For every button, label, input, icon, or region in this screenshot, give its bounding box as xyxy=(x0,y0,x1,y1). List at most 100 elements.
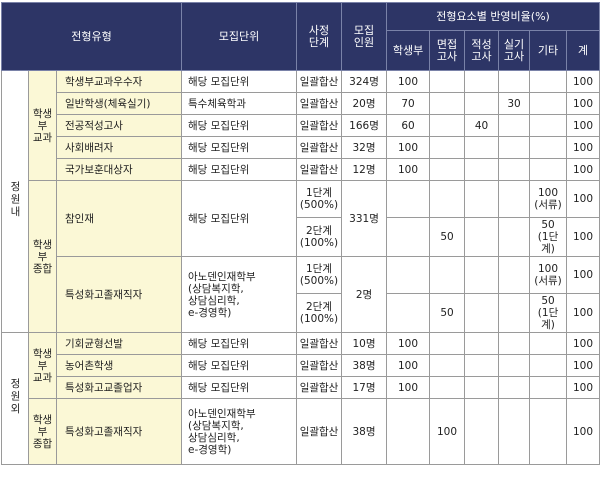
header-cell: 기타 xyxy=(529,30,568,71)
empty-cell xyxy=(386,217,431,257)
empty-cell xyxy=(429,70,466,93)
track-name: 특성화고졸재직자 xyxy=(55,398,183,465)
empty-cell xyxy=(429,180,466,218)
empty-cell xyxy=(498,332,531,355)
group-text: 정원내 xyxy=(9,181,21,219)
empty-cell xyxy=(429,92,466,115)
empty-cell xyxy=(529,398,568,465)
empty-cell xyxy=(386,398,431,465)
unit: 특수체육학과 xyxy=(181,92,298,115)
empty-cell xyxy=(464,158,500,181)
subgroup-label: 학생 부 교과 xyxy=(28,332,57,399)
stage: 일괄합산 xyxy=(296,332,343,355)
unit: 해당 모집단위 xyxy=(181,376,298,399)
unit: 해당 모집단위 xyxy=(181,136,298,159)
unit: 해당 모집단위 xyxy=(181,70,298,93)
empty-cell xyxy=(429,158,466,181)
table-row: 2단계 (100%) 50 50 (1단계) 100 xyxy=(2,217,600,257)
empty-cell xyxy=(386,293,431,333)
score: 100 xyxy=(386,136,431,159)
empty-cell xyxy=(498,217,531,257)
header-cell: 모집단위 xyxy=(181,2,298,71)
unit: 해당 모집단위 xyxy=(181,158,298,181)
empty-cell xyxy=(464,136,500,159)
score: 100 xyxy=(566,354,600,377)
subgroup-label: 학생 부 종합 xyxy=(28,180,57,333)
table-row: 정원외 학생 부 교과 기회균형선발 해당 모집단위 일괄합산 10명 100 100 xyxy=(1,332,600,465)
empty-cell xyxy=(498,398,531,465)
empty-cell xyxy=(529,114,568,137)
empty-cell xyxy=(464,256,500,294)
empty-cell xyxy=(464,398,500,465)
score: 100 xyxy=(566,158,600,181)
score: 60 xyxy=(386,114,431,137)
stage: 일괄합산 xyxy=(296,114,343,137)
quota: 2명 xyxy=(341,256,388,333)
stage: 1단계 (500%) xyxy=(296,180,343,218)
table-row: 특성화고졸재직자 아노덴인재학부 (상담복지학, 상담심리학, e-경영학) 1단계… xyxy=(2,256,600,333)
quota: 10명 xyxy=(341,332,388,355)
empty-cell xyxy=(464,332,500,355)
quota: 38명 xyxy=(341,354,388,377)
stage: 일괄합산 xyxy=(296,136,343,159)
table-row: 특성화고교졸업자 해당 모집단위 일괄합산 17명 100 100 xyxy=(2,376,600,399)
quota: 17명 xyxy=(341,376,388,399)
quota: 331명 xyxy=(341,180,388,257)
stage: 2단계 (100%) xyxy=(296,217,343,257)
table-header: 전형유형 모집단위 사정 단계 모집 인원 전형요소별 반영비율(%) 학생부 면… xyxy=(0,2,600,71)
empty-cell xyxy=(464,376,500,399)
table-row: 2단계 (100%) 50 50 (1단계) 100 xyxy=(2,293,600,333)
header-cell: 전형요소별 반영비율(%) xyxy=(386,2,600,31)
empty-cell xyxy=(529,332,568,355)
track-name: 국가보훈대상자 xyxy=(55,158,183,181)
table-row: 일반학생(체육실기) 특수체육학과 일괄합산 20명 70 30 100 xyxy=(2,92,600,115)
empty-cell xyxy=(498,136,531,159)
empty-cell xyxy=(498,293,531,333)
score: 50 (1단계) xyxy=(529,217,568,257)
empty-cell xyxy=(429,376,466,399)
empty-cell xyxy=(529,136,568,159)
stage: 1단계 (500%) xyxy=(296,256,343,294)
empty-cell xyxy=(429,114,466,137)
score: 50 (1단계) xyxy=(529,293,568,333)
score: 100 xyxy=(566,256,600,294)
score: 100 xyxy=(566,376,600,399)
stage: 일괄합산 xyxy=(296,398,343,465)
quota: 12명 xyxy=(341,158,388,181)
empty-cell xyxy=(464,354,500,377)
header-row: 전형유형 모집단위 사정 단계 모집 인원 전형요소별 반영비율(%) xyxy=(0,2,600,71)
header-cell: 학생부 xyxy=(386,30,431,71)
empty-cell xyxy=(429,354,466,377)
score: 40 xyxy=(464,114,500,137)
empty-cell xyxy=(498,70,531,93)
score: 100 xyxy=(386,354,431,377)
empty-cell xyxy=(386,256,431,294)
group-label: 정원내 xyxy=(1,70,29,333)
score: 100 (서류) xyxy=(529,180,568,218)
empty-cell xyxy=(529,158,568,181)
empty-cell xyxy=(386,180,431,218)
empty-cell xyxy=(429,256,466,294)
score: 100 xyxy=(566,92,600,115)
empty-cell xyxy=(464,92,500,115)
score: 100 xyxy=(429,398,466,465)
group-text: 정원외 xyxy=(9,378,21,416)
track-name: 학생부교과우수자 xyxy=(55,70,183,93)
header-cell: 전형유형 xyxy=(0,2,183,71)
score: 100 xyxy=(566,217,600,257)
score: 100 xyxy=(566,136,600,159)
track-name: 특성화고교졸업자 xyxy=(55,376,183,399)
table-row: 학생 부 종합 참인재 해당 모집단위 1단계 (500%) 331명 100 (서류) 1… xyxy=(2,180,600,333)
subgroup-label: 학생 부 교과 xyxy=(28,70,57,181)
score: 100 xyxy=(566,180,600,218)
track-name: 특성화고졸재직자 xyxy=(55,256,183,333)
score: 100 xyxy=(566,114,600,137)
track-name: 기회균형선발 xyxy=(55,332,183,355)
track-name: 참인재 xyxy=(55,180,183,257)
score: 50 xyxy=(429,293,466,333)
table-row: 국가보훈대상자 해당 모집단위 일괄합산 12명 100 100 xyxy=(2,158,600,181)
score: 100 xyxy=(386,332,431,355)
unit: 아노덴인재학부 (상담복지학, 상담심리학, e-경영학) xyxy=(181,256,298,333)
track-name: 사회배려자 xyxy=(55,136,183,159)
